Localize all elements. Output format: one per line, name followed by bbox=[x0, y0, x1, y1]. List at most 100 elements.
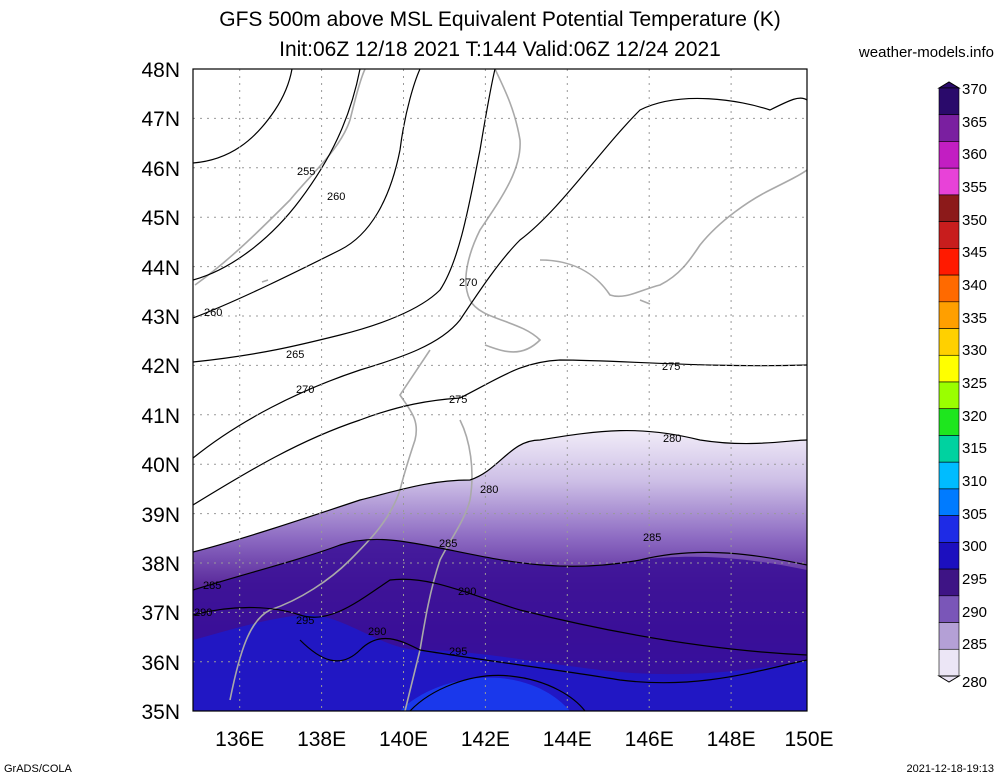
colorbar-cell bbox=[938, 408, 960, 436]
contour-label: 265 bbox=[286, 349, 304, 361]
colorbar-label: 330 bbox=[962, 342, 987, 359]
source-label: weather-models.info bbox=[858, 44, 994, 61]
lon-label: 142E bbox=[461, 728, 510, 751]
theta-e-warm bbox=[193, 614, 807, 711]
colorbar-label: 340 bbox=[962, 277, 987, 294]
colorbar-cell bbox=[938, 515, 960, 543]
colorbar-cell bbox=[938, 194, 960, 222]
contour-label: 290 bbox=[458, 586, 476, 598]
lat-label: 47N bbox=[141, 108, 180, 131]
lon-label: 144E bbox=[543, 728, 592, 751]
contour-label: 285 bbox=[439, 538, 457, 550]
colorbar-cell bbox=[938, 301, 960, 329]
colorbar-label: 350 bbox=[962, 212, 987, 229]
lat-label: 39N bbox=[141, 504, 180, 527]
colorbar-cell bbox=[938, 248, 960, 276]
contour-lines bbox=[193, 69, 807, 711]
map-subtitle: Init:06Z 12/18 2021 T:144 Valid:06Z 12/2… bbox=[279, 38, 721, 61]
lon-label: 136E bbox=[215, 728, 264, 751]
colorbar-label: 295 bbox=[962, 571, 987, 588]
colorbar-cell bbox=[938, 381, 960, 410]
colorbar-top-arrow bbox=[937, 81, 961, 89]
colorbar-cell bbox=[938, 542, 960, 570]
plot-frame bbox=[192, 68, 808, 712]
contour-labels: 255 260 260 265 270 270 275 275 280 280 … bbox=[194, 166, 681, 658]
contour-label: 295 bbox=[296, 615, 314, 627]
colorbar-cell bbox=[938, 141, 960, 169]
contour-label: 275 bbox=[449, 394, 467, 406]
colorbar-label: 305 bbox=[962, 506, 987, 523]
map-title: GFS 500m above MSL Equivalent Potential … bbox=[219, 8, 781, 31]
contour-label: 290 bbox=[194, 607, 212, 619]
lat-label: 42N bbox=[141, 355, 180, 378]
colorbar-cell bbox=[938, 648, 960, 677]
colorbar-cell bbox=[938, 488, 960, 516]
colorbar-label: 285 bbox=[962, 636, 987, 653]
contour-label: 280 bbox=[480, 484, 498, 496]
lon-label: 148E bbox=[707, 728, 756, 751]
colorbar-label: 335 bbox=[962, 310, 987, 327]
colorbar-cell bbox=[938, 114, 960, 142]
contour-label: 270 bbox=[296, 384, 314, 396]
lat-label: 38N bbox=[141, 553, 180, 576]
contour-label: 255 bbox=[297, 166, 315, 178]
lat-label: 43N bbox=[141, 306, 180, 329]
colorbar-label: 300 bbox=[962, 538, 987, 555]
colorbar-cells bbox=[938, 87, 960, 677]
colorbar-cell bbox=[938, 595, 960, 623]
contour-label: 260 bbox=[327, 191, 345, 203]
colorbar-cell bbox=[938, 167, 960, 196]
lat-label: 35N bbox=[141, 701, 180, 724]
colorbar-cell bbox=[938, 461, 960, 490]
colorbar-label: 365 bbox=[962, 114, 987, 131]
contour-label: 285 bbox=[643, 532, 661, 544]
colorbar-label: 310 bbox=[962, 473, 987, 490]
colorbar-labels: 370 365 360 355 350 345 340 335 330 325 … bbox=[962, 81, 987, 691]
graticule bbox=[193, 69, 807, 711]
generation-timestamp: 2021-12-18-19:13 bbox=[906, 763, 994, 775]
contour-label: 270 bbox=[459, 277, 477, 289]
lon-label: 150E bbox=[784, 728, 833, 751]
colorbar-cell bbox=[938, 274, 960, 303]
lat-label: 41N bbox=[141, 405, 180, 428]
colorbar-cell bbox=[938, 435, 960, 463]
lat-label: 45N bbox=[141, 207, 180, 230]
contour-label: 295 bbox=[449, 646, 467, 658]
colorbar-label: 370 bbox=[962, 81, 987, 98]
colorbar-label: 345 bbox=[962, 244, 987, 261]
contour-label: 260 bbox=[204, 307, 222, 319]
colorbar-cell bbox=[938, 568, 960, 597]
software-credit: GrADS/COLA bbox=[4, 763, 72, 775]
colorbar-label: 315 bbox=[962, 440, 987, 457]
lat-label: 40N bbox=[141, 454, 180, 477]
colorbar-label: 360 bbox=[962, 146, 987, 163]
lon-label: 146E bbox=[625, 728, 674, 751]
contour-label: 285 bbox=[203, 580, 221, 592]
lon-label: 140E bbox=[379, 728, 428, 751]
lon-label: 138E bbox=[297, 728, 346, 751]
colorbar: 370 365 360 355 350 345 340 335 330 325 … bbox=[937, 81, 987, 691]
colorbar-bottom-arrow bbox=[937, 675, 961, 683]
colorbar-cell bbox=[938, 221, 960, 249]
colorbar-label: 325 bbox=[962, 375, 987, 392]
contour-label: 275 bbox=[662, 361, 680, 373]
lat-label: 48N bbox=[141, 59, 180, 82]
colorbar-cell bbox=[938, 622, 960, 650]
colorbar-label: 320 bbox=[962, 408, 987, 425]
lat-label: 46N bbox=[141, 158, 180, 181]
latitude-axis: 48N 47N 46N 45N 44N 43N 42N 41N 40N 39N … bbox=[141, 59, 180, 724]
colorbar-label: 290 bbox=[962, 604, 987, 621]
contour-label: 280 bbox=[663, 433, 681, 445]
lat-label: 36N bbox=[141, 652, 180, 675]
colorbar-cell bbox=[938, 87, 960, 116]
longitude-axis: 136E 138E 140E 142E 144E 146E 148E 150E bbox=[215, 728, 833, 751]
lat-label: 44N bbox=[141, 257, 180, 280]
contour-label: 290 bbox=[368, 626, 386, 638]
lat-label: 37N bbox=[141, 602, 180, 625]
colorbar-cell bbox=[938, 328, 960, 356]
colorbar-label: 280 bbox=[962, 674, 987, 691]
theta-e-hot bbox=[400, 677, 570, 711]
colorbar-label: 355 bbox=[962, 179, 987, 196]
colorbar-cell bbox=[938, 354, 960, 383]
